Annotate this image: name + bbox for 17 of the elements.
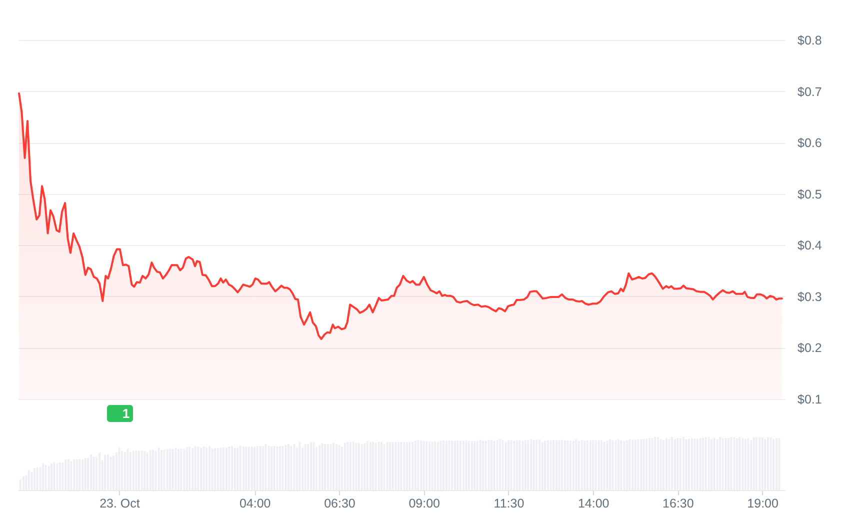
y-tick-label: $0.7 [798, 84, 822, 99]
y-tick-label: $0.4 [798, 238, 822, 253]
x-tick-label: 16:30 [662, 496, 694, 510]
x-tick-label: 14:00 [578, 496, 610, 510]
text: 1 [122, 406, 130, 421]
x-tick-label: 04:00 [239, 496, 271, 510]
y-tick-label: $0.5 [798, 187, 822, 202]
y-tick-label: $0.8 [798, 34, 822, 48]
x-tick-label: 06:30 [324, 496, 356, 510]
y-tick-label: $0.6 [798, 136, 822, 150]
y-tick-label: $0.1 [798, 392, 822, 406]
x-tick-label: 09:00 [408, 496, 440, 510]
x-tick-label: 19:00 [747, 496, 779, 510]
y-tick-label: $0.3 [798, 290, 822, 304]
x-tick-label: 23. Oct [100, 496, 140, 510]
x-tick-label: 11:30 [494, 496, 524, 510]
y-tick-label: $0.2 [798, 341, 822, 356]
